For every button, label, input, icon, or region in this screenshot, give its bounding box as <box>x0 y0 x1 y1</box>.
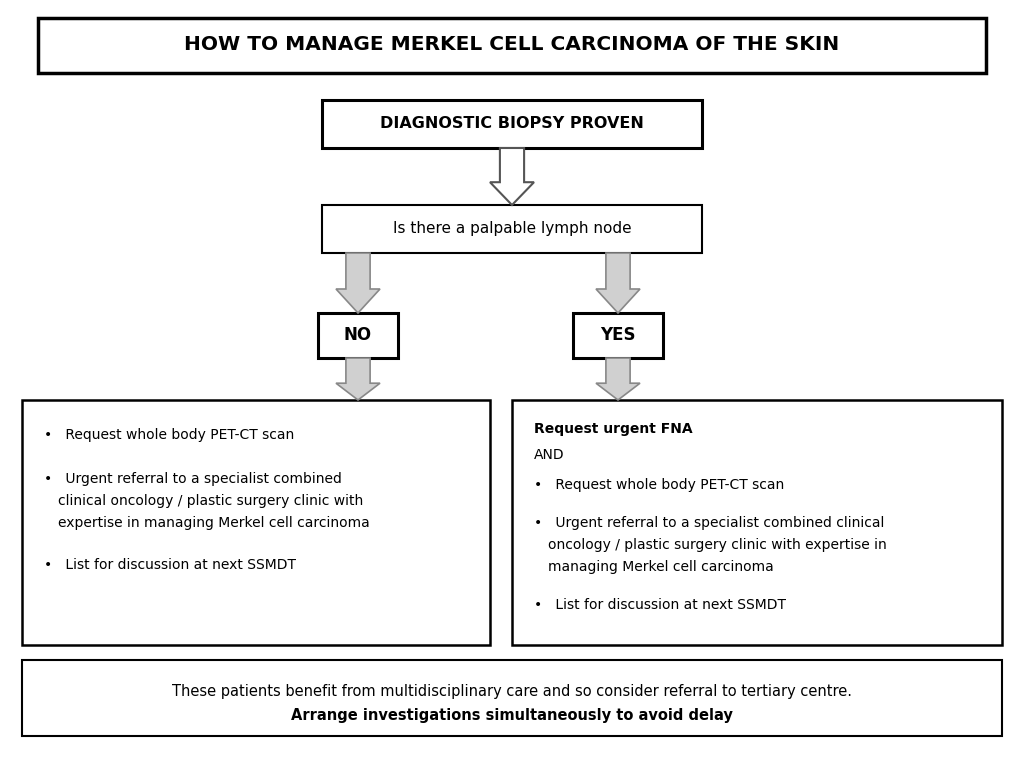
Text: YES: YES <box>600 326 636 345</box>
Bar <box>512 400 1002 645</box>
Polygon shape <box>596 253 640 313</box>
Polygon shape <box>336 358 380 400</box>
Text: DIAGNOSTIC BIOPSY PROVEN: DIAGNOSTIC BIOPSY PROVEN <box>380 117 644 131</box>
Text: NO: NO <box>344 326 372 345</box>
Bar <box>322 205 702 253</box>
Bar <box>22 660 1002 736</box>
Text: Is there a palpable lymph node: Is there a palpable lymph node <box>392 221 632 237</box>
Text: oncology / plastic surgery clinic with expertise in: oncology / plastic surgery clinic with e… <box>548 538 887 552</box>
Text: •   Request whole body PET-CT scan: • Request whole body PET-CT scan <box>534 478 784 492</box>
Text: AND: AND <box>534 448 564 462</box>
Text: HOW TO MANAGE MERKEL CELL CARCINOMA OF THE SKIN: HOW TO MANAGE MERKEL CELL CARCINOMA OF T… <box>184 35 840 55</box>
Text: managing Merkel cell carcinoma: managing Merkel cell carcinoma <box>548 560 774 574</box>
Text: These patients benefit from multidisciplinary care and so consider referral to t: These patients benefit from multidiscipl… <box>172 684 852 699</box>
Polygon shape <box>490 148 534 205</box>
Text: •   List for discussion at next SSMDT: • List for discussion at next SSMDT <box>44 558 296 572</box>
Text: •   Urgent referral to a specialist combined clinical: • Urgent referral to a specialist combin… <box>534 516 885 530</box>
Bar <box>318 313 398 358</box>
Text: expertise in managing Merkel cell carcinoma: expertise in managing Merkel cell carcin… <box>58 516 370 530</box>
Text: •   List for discussion at next SSMDT: • List for discussion at next SSMDT <box>534 598 786 612</box>
Bar <box>322 100 702 148</box>
Polygon shape <box>596 358 640 400</box>
Text: clinical oncology / plastic surgery clinic with: clinical oncology / plastic surgery clin… <box>58 494 364 508</box>
Text: •   Request whole body PET-CT scan: • Request whole body PET-CT scan <box>44 428 294 442</box>
Text: Arrange investigations simultaneously to avoid delay: Arrange investigations simultaneously to… <box>291 708 733 723</box>
Text: Request urgent FNA: Request urgent FNA <box>534 422 692 436</box>
Text: •   Urgent referral to a specialist combined: • Urgent referral to a specialist combin… <box>44 472 342 486</box>
Bar <box>573 313 663 358</box>
Polygon shape <box>336 253 380 313</box>
Bar <box>38 18 986 73</box>
Bar <box>22 400 490 645</box>
